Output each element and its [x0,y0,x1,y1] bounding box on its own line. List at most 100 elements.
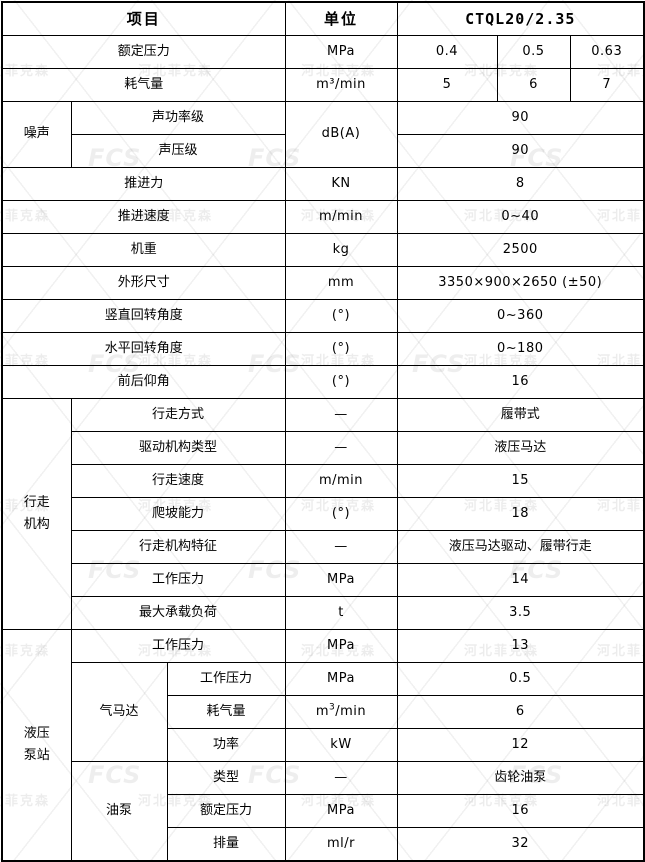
label-station-working-pressure: 工作压力 [70,629,286,663]
value-oil-pump-type: 齿轮油泵 [396,761,645,795]
header-unit: 单位 [284,1,398,36]
unit-drive-type: — [284,431,398,465]
value-sound-pressure-level: 90 [396,134,645,168]
group-hydraulic-pump-station-label: 液压泵站 [23,725,50,763]
label-travel-working-pressure: 工作压力 [70,563,286,597]
value-climbing-ability: 18 [396,497,645,531]
value-rated-pressure-1: 0.4 [396,35,498,69]
label-thrust: 推进力 [1,167,286,201]
row-pitch-angle: 前后仰角 (°) 16 [1,365,645,399]
row-oil-pump-rated-pressure: 额定压力 MPa 16 [2,794,645,828]
value-oil-pump-rated-pressure: 16 [396,794,645,828]
value-station-working-pressure: 13 [396,629,645,663]
header-item: 项目 [1,1,286,36]
unit-thrust: KN [284,167,398,201]
value-rated-pressure-3: 0.63 [569,35,645,69]
unit-travel-features: — [284,530,398,564]
label-air-motor-air-consumption: 耗气量 [166,695,286,729]
label-rated-pressure: 额定压力 [1,35,286,69]
value-feed-speed: 0~40 [396,200,645,234]
label-feed-speed: 推进速度 [1,200,286,234]
unit-air-motor-air-consumption: m3/min [284,695,398,729]
label-sound-power-level: 声功率级 [70,101,286,135]
unit-oil-pump-rated-pressure: MPa [284,794,398,828]
label-air-consumption: 耗气量 [1,68,286,102]
unit-vertical-rotation: (°) [284,299,398,333]
label-machine-weight: 机重 [1,233,286,267]
label-sound-pressure-level: 声压级 [70,134,286,168]
label-oil-pump-rated-pressure: 额定压力 [166,794,286,828]
unit-pitch-angle: (°) [284,365,398,399]
row-vertical-rotation: 竖直回转角度 (°) 0~360 [1,299,645,333]
group-air-motor: 气马达 [70,662,168,762]
value-oil-pump-displacement: 32 [396,827,645,862]
label-travel-features: 行走机构特征 [70,530,286,564]
label-oil-pump-type: 类型 [166,761,286,795]
unit-feed-speed: m/min [284,200,398,234]
row-oil-pump-displacement: 排量 ml/r 32 [2,827,645,862]
value-sound-power-level: 90 [396,101,645,135]
unit-max-load: t [284,596,398,630]
unit-horizontal-rotation: (°) [284,332,398,366]
unit-rated-pressure: MPa [284,35,398,69]
value-pitch-angle: 16 [396,365,645,399]
row-travel-mode: 行走机构 行走方式 — 履带式 [1,398,645,630]
unit-oil-pump-type: — [284,761,398,795]
row-dimensions: 外形尺寸 mm 3350×900×2650 (±50) [1,266,645,300]
unit-travel-mode: — [284,398,398,432]
unit-oil-pump-displacement: ml/r [284,827,398,862]
value-travel-mode: 履带式 [396,398,645,432]
unit-air-motor-working-pressure: MPa [284,662,398,696]
label-max-load: 最大承载负荷 [70,596,286,630]
value-air-consumption-3: 7 [569,68,645,102]
unit-base: m [315,703,330,719]
unit-station-working-pressure: MPa [284,629,398,663]
label-dimensions: 外形尺寸 [1,266,286,300]
header-model: CTQL20/2.35 [396,1,645,36]
unit-air-motor-power: kW [284,728,398,762]
group-travel-mechanism-label: 行走机构 [23,494,50,532]
row-oil-pump-type: 油泵 类型 — 齿轮油泵 [2,761,645,862]
value-air-motor-working-pressure: 0.5 [396,662,645,696]
unit-noise: dB(A) [284,101,398,168]
group-oil-pump: 油泵 [70,761,168,862]
value-travel-working-pressure: 14 [396,563,645,597]
group-noise: 噪声 [1,101,72,168]
label-air-motor-power: 功率 [166,728,286,762]
value-horizontal-rotation: 0~180 [396,332,645,366]
row-air-consumption: 耗气量 m³/min 5 6 7 [1,68,645,102]
value-vertical-rotation: 0~360 [396,299,645,333]
row-drive-type: 驱动机构类型 — 液压马达 [2,431,645,465]
value-drive-type: 液压马达 [396,431,645,465]
row-air-motor-working-pressure: 气马达 工作压力 MPa 0.5 [2,662,645,762]
unit-dimensions: mm [284,266,398,300]
label-travel-speed: 行走速度 [70,464,286,498]
value-travel-speed: 15 [396,464,645,498]
label-climbing-ability: 爬坡能力 [70,497,286,531]
label-air-motor-working-pressure: 工作压力 [166,662,286,696]
row-climbing-ability: 爬坡能力 (°) 18 [2,497,645,531]
row-station-working-pressure: 液压泵站 工作压力 MPa 13 [1,629,645,862]
value-air-motor-air-consumption: 6 [396,695,645,729]
unit-superscript: 3 [329,702,336,713]
value-max-load: 3.5 [396,596,645,630]
row-noise-pressure: 声压级 90 [2,134,645,168]
label-vertical-rotation: 竖直回转角度 [1,299,286,333]
label-pitch-angle: 前后仰角 [1,365,286,399]
row-rated-pressure: 额定压力 MPa 0.4 0.5 0.63 [1,35,645,69]
value-machine-weight: 2500 [396,233,645,267]
row-machine-weight: 机重 kg 2500 [1,233,645,267]
unit-rest: /min [335,703,367,719]
unit-air-consumption: m³/min [284,68,398,102]
value-air-consumption-2: 6 [496,68,571,102]
row-max-load: 最大承载负荷 t 3.5 [2,596,645,630]
value-rated-pressure-2: 0.5 [496,35,571,69]
row-travel-working-pressure: 工作压力 MPa 14 [2,563,645,597]
row-travel-features: 行走机构特征 — 液压马达驱动、履带行走 [2,530,645,564]
unit-travel-working-pressure: MPa [284,563,398,597]
unit-travel-speed: m/min [284,464,398,498]
row-feed-speed: 推进速度 m/min 0~40 [1,200,645,234]
unit-machine-weight: kg [284,233,398,267]
row-noise-power: 噪声 声功率级 dB(A) 90 [1,101,645,168]
row-horizontal-rotation: 水平回转角度 (°) 0~180 [1,332,645,366]
